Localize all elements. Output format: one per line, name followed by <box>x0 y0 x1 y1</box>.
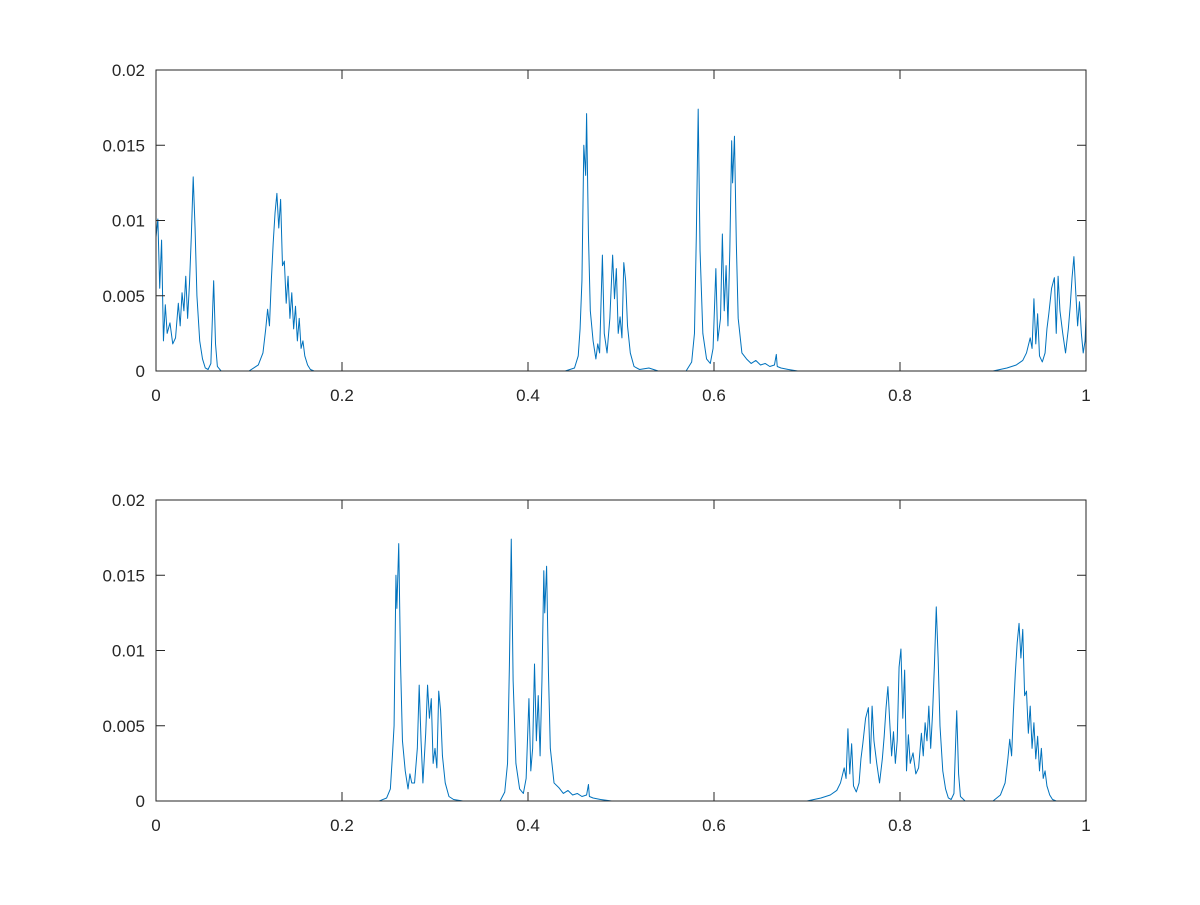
subplot-2-x-tick-label: 0.4 <box>516 816 540 835</box>
subplot-1-x-tick-label: 0.6 <box>702 386 726 405</box>
subplot-1-x-tick-label: 0.4 <box>516 386 540 405</box>
subplot-2-y-tick-label: 0.01 <box>112 642 145 661</box>
subplot-2-x-tick-label: 0.8 <box>888 816 912 835</box>
subplot-1-x-tick-label: 0.2 <box>330 386 354 405</box>
subplot-1-y-tick-label: 0.005 <box>102 287 145 306</box>
subplot-1-x-tick-label: 0.8 <box>888 386 912 405</box>
subplot-2-series-line-1 <box>156 538 1086 802</box>
subplot-1: 0 0.2 0.4 0.6 0.8 1 0 0.005 0.01 0.015 0.02 <box>102 61 1090 405</box>
subplot-1-x-tick-label: 1 <box>1081 386 1090 405</box>
subplot-2-y-tick-label: 0.015 <box>102 566 145 585</box>
subplot-1-y-tick-label: 0.01 <box>112 212 145 231</box>
subplot-2-x-tick-label: 0.2 <box>330 816 354 835</box>
subplot-1-y-tick-label: 0 <box>136 362 145 381</box>
subplot-2-y-tick-label: 0 <box>136 792 145 811</box>
subplot-2: 0 0.2 0.4 0.6 0.8 1 0 0.005 0.01 0.015 0.02 <box>102 491 1090 835</box>
subplot-2-x-tick-label: 1 <box>1081 816 1090 835</box>
subplot-2-x-tick-label: 0.6 <box>702 816 726 835</box>
subplot-2-y-tick-label: 0.02 <box>112 491 145 510</box>
subplot-1-y-tick-label: 0.02 <box>112 61 145 80</box>
subplot-2-x-tick-label: 0 <box>151 816 160 835</box>
subplot-2-y-tick-label: 0.005 <box>102 717 145 736</box>
subplot-1-y-tick-label: 0.015 <box>102 136 145 155</box>
subplot-1-x-tick-label: 0 <box>151 386 160 405</box>
subplot-1-series-line-1 <box>155 108 1087 372</box>
